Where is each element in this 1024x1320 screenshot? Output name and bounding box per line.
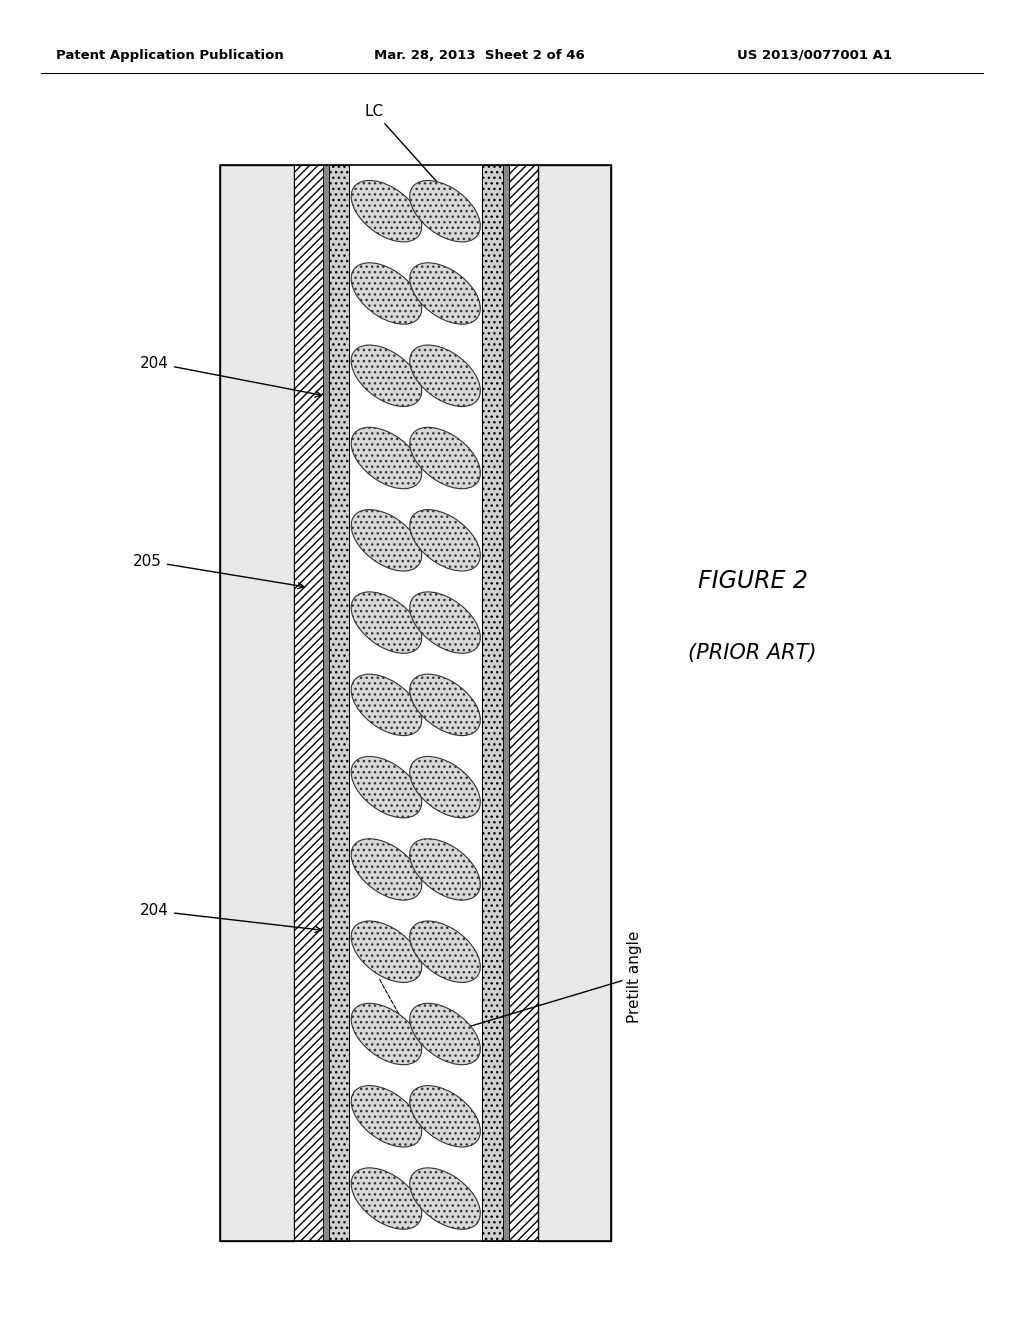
- Ellipse shape: [410, 1168, 480, 1229]
- Ellipse shape: [351, 921, 422, 982]
- Bar: [503, 165, 509, 1241]
- Text: Mar. 28, 2013  Sheet 2 of 46: Mar. 28, 2013 Sheet 2 of 46: [374, 49, 585, 62]
- Bar: [509, 165, 538, 1241]
- Ellipse shape: [410, 428, 480, 488]
- Ellipse shape: [351, 181, 422, 242]
- Ellipse shape: [410, 1085, 480, 1147]
- Ellipse shape: [410, 510, 480, 572]
- Ellipse shape: [351, 756, 422, 818]
- Bar: [329, 165, 349, 1241]
- Bar: [323, 165, 329, 1241]
- Ellipse shape: [351, 1085, 422, 1147]
- Ellipse shape: [410, 263, 480, 325]
- Ellipse shape: [351, 838, 422, 900]
- Bar: [220, 165, 294, 1241]
- Bar: [538, 165, 611, 1241]
- Text: Pretilt angle: Pretilt angle: [427, 931, 642, 1040]
- Ellipse shape: [351, 428, 422, 488]
- Ellipse shape: [351, 1003, 422, 1065]
- Ellipse shape: [351, 675, 422, 735]
- Text: (PRIOR ART): (PRIOR ART): [688, 643, 817, 664]
- Ellipse shape: [410, 181, 480, 242]
- Ellipse shape: [351, 510, 422, 572]
- Text: 205: 205: [133, 553, 304, 589]
- Ellipse shape: [351, 1168, 422, 1229]
- Ellipse shape: [351, 345, 422, 407]
- Bar: [482, 165, 503, 1241]
- Text: Patent Application Publication: Patent Application Publication: [56, 49, 284, 62]
- Text: LC: LC: [365, 104, 455, 202]
- Bar: [349, 165, 482, 1241]
- Ellipse shape: [351, 263, 422, 325]
- Ellipse shape: [351, 591, 422, 653]
- Ellipse shape: [410, 1003, 480, 1065]
- Bar: [220, 165, 611, 1241]
- Ellipse shape: [410, 838, 480, 900]
- Text: 204: 204: [140, 355, 322, 397]
- Ellipse shape: [410, 675, 480, 735]
- Ellipse shape: [410, 921, 480, 982]
- Ellipse shape: [410, 591, 480, 653]
- Ellipse shape: [410, 345, 480, 407]
- Text: FIGURE 2: FIGURE 2: [697, 569, 808, 593]
- Text: US 2013/0077001 A1: US 2013/0077001 A1: [737, 49, 892, 62]
- Text: 204: 204: [140, 903, 322, 932]
- Bar: [294, 165, 323, 1241]
- Ellipse shape: [410, 756, 480, 818]
